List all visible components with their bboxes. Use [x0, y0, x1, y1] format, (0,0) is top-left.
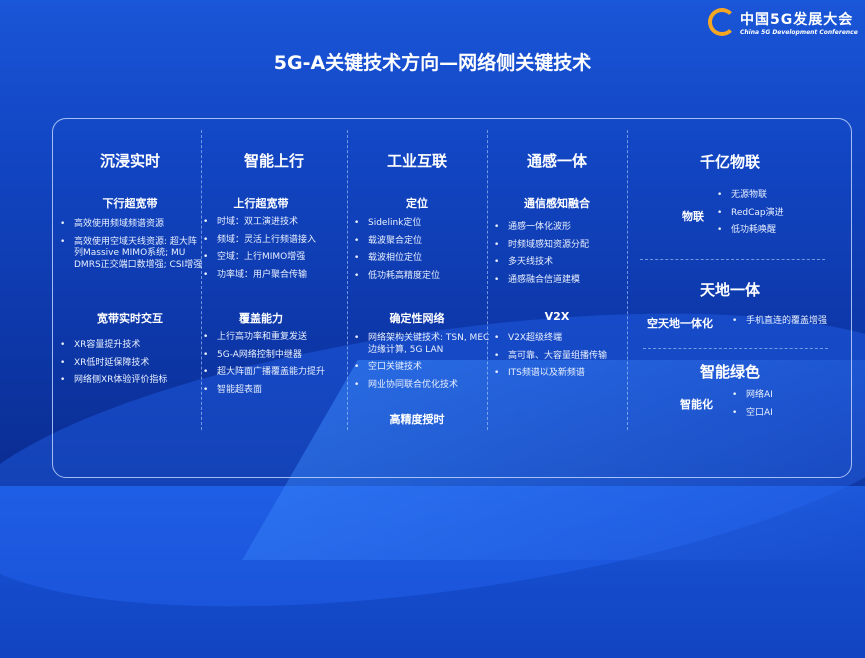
- bullet-list: 通感一体化波形 时频域感知资源分配 多天线技术 通感融合信道建模: [492, 222, 627, 293]
- list-item: 超大阵面广播覆盖能力提升: [201, 367, 347, 379]
- column-title: 天地一体: [699, 281, 760, 299]
- list-item: V2X超级终端: [492, 333, 610, 345]
- section-title: 上行超宽带: [233, 197, 289, 210]
- list-item: 高效使用频域频谱资源: [58, 219, 203, 231]
- divider: [643, 348, 828, 349]
- list-item: 空域：上行MIMO增强: [201, 252, 347, 264]
- section-title: 下行超宽带: [102, 197, 158, 210]
- list-item: 时频域感知资源分配: [492, 240, 627, 252]
- list-item: 网络侧XR体验评价指标: [58, 375, 203, 387]
- section-title: V2X: [544, 310, 570, 323]
- section-title: 智能化: [680, 398, 713, 411]
- list-item: 上行高功率和重复发送: [201, 332, 347, 344]
- list-item: 网络架构关键技术: TSN, MEC边缘计算, 5G LAN: [352, 333, 490, 356]
- column-title: 工业互联: [386, 152, 447, 170]
- bullet-list: Sidelink定位 载波聚合定位 载波相位定位 低功耗高精度定位: [352, 218, 492, 289]
- list-item: 功率域：用户聚合传输: [201, 270, 347, 282]
- divider: [640, 259, 825, 260]
- section-title: 空天地一体化: [647, 317, 713, 330]
- list-item: 载波相位定位: [352, 253, 492, 265]
- list-item: 通感一体化波形: [492, 222, 627, 234]
- section-title: 通信感知融合: [524, 197, 590, 210]
- list-item: 5G-A网络控制中继器: [201, 350, 347, 362]
- divider: [347, 130, 348, 430]
- bullet-list: 上行高功率和重复发送 5G-A网络控制中继器 超大阵面广播覆盖能力提升 智能超表…: [201, 332, 347, 403]
- list-item: 时域：双工演进技术: [201, 217, 347, 229]
- content-panel: [52, 118, 852, 478]
- list-item: 智能超表面: [201, 385, 347, 397]
- bullet-list: 手机直连的覆盖增强: [730, 316, 855, 334]
- section-title: 覆盖能力: [239, 312, 283, 325]
- list-item: XR低时延保障技术: [58, 358, 203, 370]
- list-item: 多天线技术: [492, 257, 627, 269]
- list-item: 无源物联: [715, 190, 835, 202]
- list-item: 手机直连的覆盖增强: [730, 316, 855, 328]
- list-item: ITS频谱以及新频谱: [492, 368, 610, 380]
- list-item: 空口AI: [730, 408, 830, 420]
- list-item: 通感融合信道建模: [492, 275, 627, 287]
- list-item: 高可靠、大容量组播传输: [492, 351, 610, 363]
- column-title: 通感一体: [526, 152, 587, 170]
- bullet-list: 网络架构关键技术: TSN, MEC边缘计算, 5G LAN 空口关键技术 网业…: [352, 333, 490, 398]
- column-title: 智能绿色: [699, 363, 760, 381]
- list-item: RedCap演进: [715, 208, 835, 220]
- section-title: 确定性网络: [389, 312, 445, 325]
- section-title: 物联: [682, 210, 704, 223]
- divider: [627, 130, 628, 430]
- list-item: 空口关键技术: [352, 362, 490, 374]
- list-item: 频域：灵活上行频谱接入: [201, 235, 347, 247]
- bullet-list: 网络AI 空口AI: [730, 390, 830, 425]
- list-item: 低功耗唤醒: [715, 225, 835, 237]
- conference-logo: 中国5G发展大会 China 5G Development Conference: [708, 8, 858, 36]
- page-title: 5G-A关键技术方向—网络侧关键技术: [273, 52, 592, 74]
- list-item: 载波聚合定位: [352, 236, 492, 248]
- column-title: 千亿物联: [699, 153, 760, 171]
- bullet-list: 时域：双工演进技术 频域：灵活上行频谱接入 空域：上行MIMO增强 功率域：用户…: [201, 217, 347, 288]
- bullet-list: 高效使用频域频谱资源 高效使用空域天线资源: 超大阵列Massive MIMO系…: [58, 219, 203, 278]
- section-title: 定位: [406, 197, 428, 210]
- logo-emblem-icon: [708, 8, 736, 36]
- list-item: 网业协同联合优化技术: [352, 380, 490, 392]
- column-title: 智能上行: [243, 152, 304, 170]
- bullet-list: 无源物联 RedCap演进 低功耗唤醒: [715, 190, 835, 243]
- bullet-list: V2X超级终端 高可靠、大容量组播传输 ITS频谱以及新频谱: [492, 333, 610, 386]
- logo-subtitle: China 5G Development Conference: [740, 28, 858, 36]
- list-item: 高效使用空域天线资源: 超大阵列Massive MIMO系统; MU DMRS正…: [58, 237, 203, 272]
- list-item: XR容量提升技术: [58, 340, 203, 352]
- section-title: 高精度授时: [389, 413, 445, 426]
- list-item: 低功耗高精度定位: [352, 271, 492, 283]
- section-title: 宽带实时交互: [97, 312, 163, 325]
- list-item: 网络AI: [730, 390, 830, 402]
- bullet-list: XR容量提升技术 XR低时延保障技术 网络侧XR体验评价指标: [58, 340, 203, 393]
- column-title: 沉浸实时: [99, 152, 160, 170]
- logo-title: 中国5G发展大会: [740, 11, 854, 28]
- list-item: Sidelink定位: [352, 218, 492, 230]
